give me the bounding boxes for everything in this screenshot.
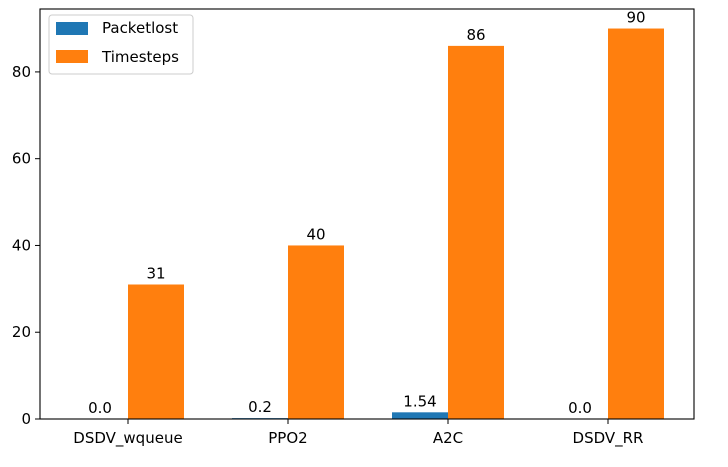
y-tick-label-4: 80 — [12, 63, 31, 81]
data-labels-layer: 0.0 31 0.2 40 1.54 86 0.0 90 — [88, 9, 645, 417]
data-label-packetlost-2: 1.54 — [403, 392, 436, 410]
bars-layer — [128, 28, 664, 420]
bar-timesteps-1 — [288, 245, 344, 419]
bar-packetlost-2 — [392, 412, 448, 419]
legend-label-timesteps: Timesteps — [101, 48, 179, 66]
data-label-timesteps-1: 40 — [306, 225, 325, 243]
bar-timesteps-0 — [128, 284, 184, 419]
x-tick-label-2: A2C — [433, 429, 463, 447]
y-tick-label-1: 20 — [12, 323, 31, 341]
x-tick-label-0: DSDV_wqueue — [73, 429, 182, 448]
data-label-timesteps-3: 90 — [626, 9, 645, 27]
plot-frame — [39, 8, 695, 420]
data-label-packetlost-0: 0.0 — [88, 399, 112, 417]
data-label-timesteps-0: 31 — [146, 265, 165, 283]
x-axis: DSDV_wqueue PPO2 A2C DSDV_RR — [73, 419, 643, 448]
legend-swatch-timesteps — [56, 50, 88, 63]
y-tick-label-0: 0 — [21, 410, 31, 428]
data-label-packetlost-1: 0.2 — [248, 398, 272, 416]
bar-timesteps-3 — [608, 28, 664, 420]
x-tick-label-3: DSDV_RR — [573, 429, 644, 448]
x-tick-label-1: PPO2 — [268, 429, 307, 447]
data-label-timesteps-2: 86 — [466, 26, 485, 44]
y-tick-label-2: 40 — [12, 236, 31, 254]
y-axis: 0 20 40 60 80 — [12, 63, 40, 428]
legend-swatch-packetlost — [56, 22, 88, 35]
y-tick-label-3: 60 — [12, 150, 31, 168]
data-label-packetlost-3: 0.0 — [568, 399, 592, 417]
legend-label-packetlost: Packetlost — [102, 19, 178, 37]
legend: Packetlost Timesteps — [48, 14, 194, 75]
bar-timesteps-2 — [448, 45, 504, 420]
